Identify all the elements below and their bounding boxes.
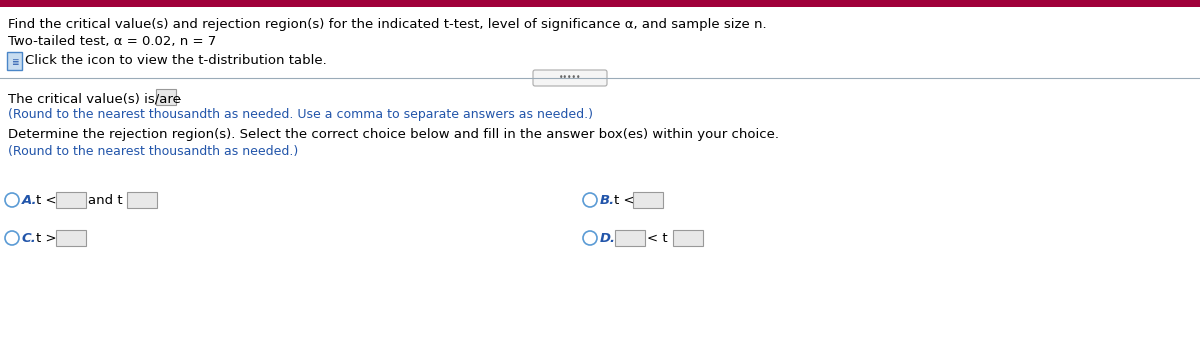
Circle shape [583, 231, 598, 245]
FancyBboxPatch shape [156, 89, 176, 105]
Circle shape [5, 231, 19, 245]
FancyBboxPatch shape [673, 230, 703, 246]
Text: and t >: and t > [88, 193, 138, 207]
Text: t <: t < [36, 193, 56, 207]
Text: Determine the rejection region(s). Select the correct choice below and fill in t: Determine the rejection region(s). Selec… [8, 128, 779, 141]
Text: .: . [178, 90, 182, 103]
Text: Click the icon to view the t-distribution table.: Click the icon to view the t-distributio… [25, 55, 326, 67]
FancyBboxPatch shape [7, 52, 22, 70]
Circle shape [583, 193, 598, 207]
Text: B.: B. [600, 193, 616, 207]
Circle shape [5, 193, 19, 207]
Text: •••••: ••••• [559, 73, 581, 82]
FancyBboxPatch shape [533, 70, 607, 86]
FancyBboxPatch shape [127, 192, 157, 208]
Text: t >: t > [36, 231, 56, 245]
Text: < t <: < t < [647, 231, 683, 245]
FancyBboxPatch shape [56, 192, 86, 208]
Text: Two-tailed test, α = 0.02, n = 7: Two-tailed test, α = 0.02, n = 7 [8, 35, 216, 48]
Text: Find the critical value(s) and rejection region(s) for the indicated t-test, lev: Find the critical value(s) and rejection… [8, 18, 767, 31]
FancyBboxPatch shape [56, 230, 86, 246]
Text: (Round to the nearest thousandth as needed.): (Round to the nearest thousandth as need… [8, 145, 299, 158]
FancyBboxPatch shape [0, 0, 1200, 7]
Text: ≣: ≣ [11, 58, 18, 67]
Text: The critical value(s) is/are: The critical value(s) is/are [8, 92, 185, 105]
Text: C.: C. [22, 231, 37, 245]
FancyBboxPatch shape [616, 230, 646, 246]
Text: t <: t < [614, 193, 635, 207]
FancyBboxPatch shape [634, 192, 662, 208]
Text: (Round to the nearest thousandth as needed. Use a comma to separate answers as n: (Round to the nearest thousandth as need… [8, 108, 593, 121]
Text: A.: A. [22, 193, 37, 207]
Text: D.: D. [600, 231, 616, 245]
